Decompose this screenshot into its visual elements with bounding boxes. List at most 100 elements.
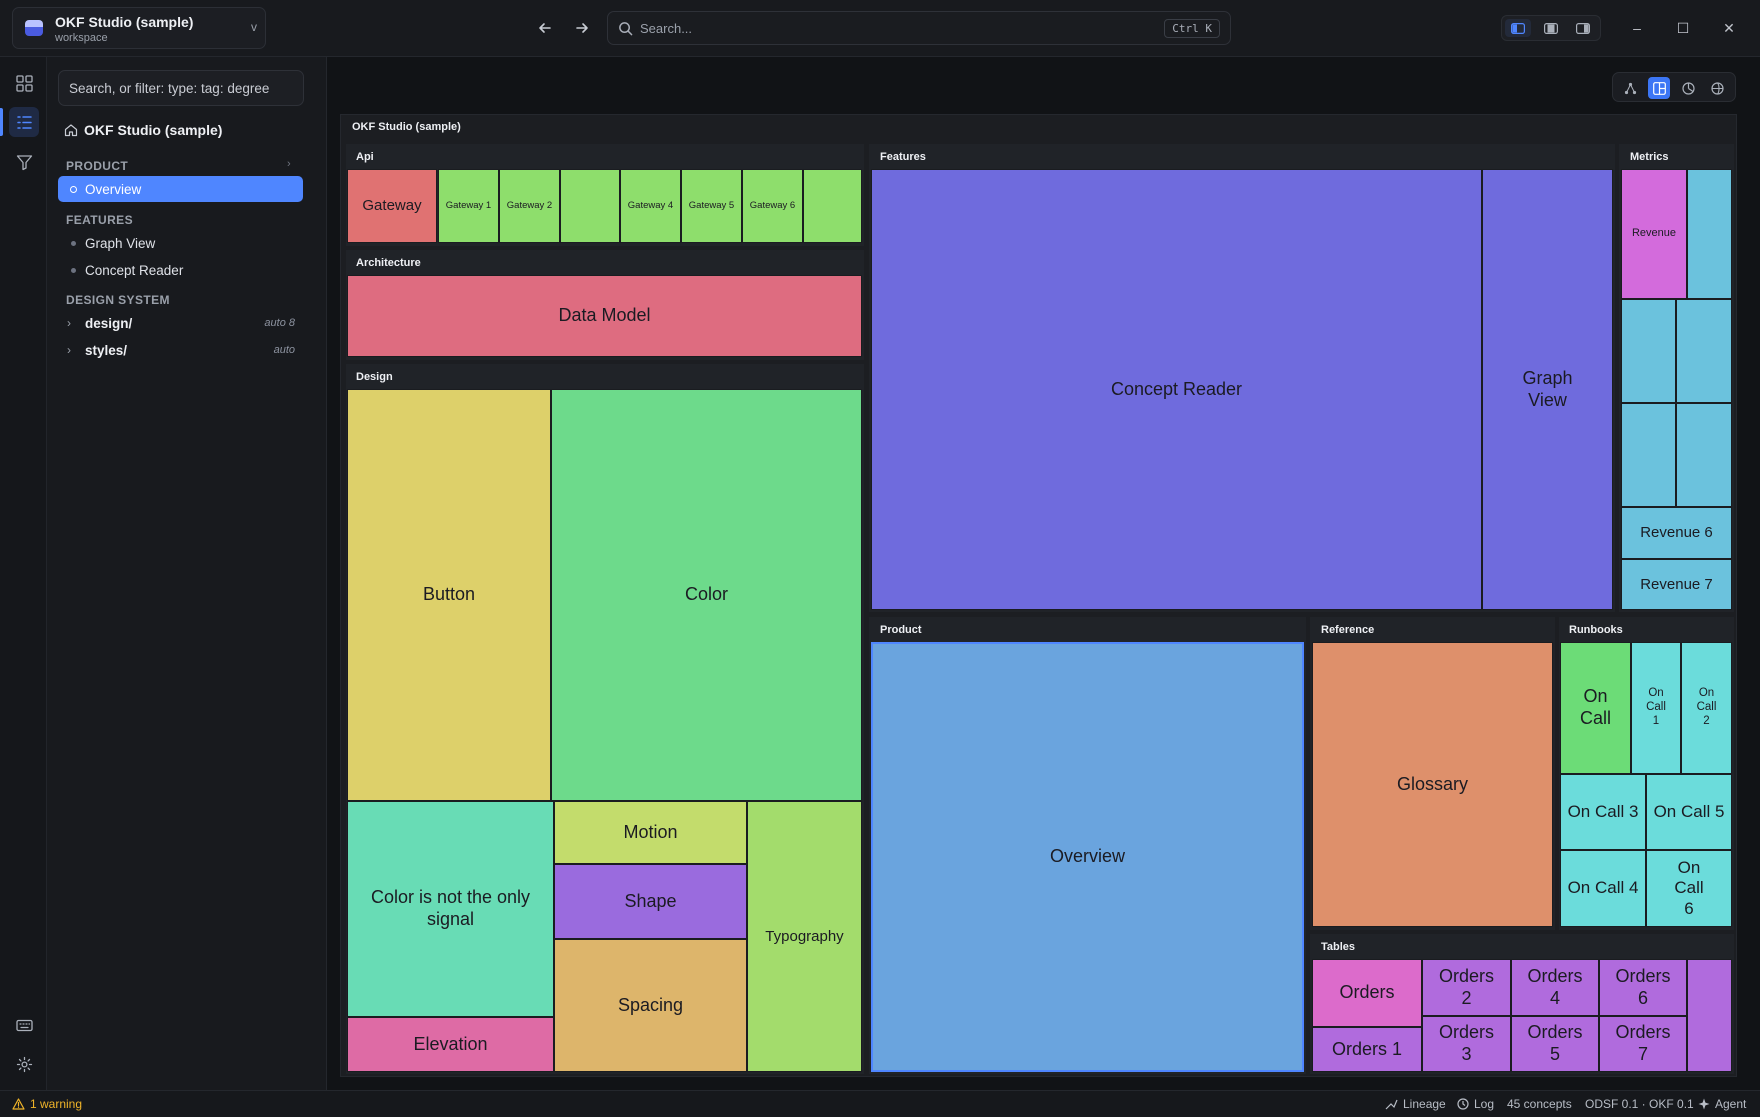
section-design-system[interactable]: DESIGN SYSTEM bbox=[66, 293, 170, 307]
concept-count: 45 concepts bbox=[1507, 1097, 1572, 1111]
lineage-button[interactable]: Lineage bbox=[1385, 1097, 1446, 1111]
dashboard-button[interactable] bbox=[9, 68, 39, 98]
treemap-cell-spacing[interactable]: Spacing bbox=[554, 939, 747, 1072]
treemap-cell-on-call-6[interactable]: On Call 6 bbox=[1646, 850, 1732, 927]
treemap-cell-graph-view[interactable]: Graph View bbox=[1482, 169, 1613, 610]
filter-button[interactable] bbox=[9, 147, 39, 177]
treemap-cell-on-call-5[interactable]: On Call 5 bbox=[1646, 774, 1732, 850]
panel-layout-toggle bbox=[1501, 15, 1601, 41]
treemap-cell-gateway-3[interactable] bbox=[560, 169, 620, 243]
workspace-name: OKF Studio (sample) bbox=[55, 14, 194, 30]
treemap-cell-orders-8[interactable] bbox=[1687, 959, 1732, 1072]
treemap-cell-revenue-4[interactable] bbox=[1621, 403, 1676, 507]
treemap-cell-orders[interactable]: Orders bbox=[1312, 959, 1422, 1027]
treemap-cell-button[interactable]: Button bbox=[347, 389, 551, 801]
treemap-cell-orders-4[interactable]: Orders 4 bbox=[1511, 959, 1599, 1016]
tree-item-concept-reader[interactable]: Concept Reader bbox=[58, 257, 303, 283]
close-button[interactable]: ✕ bbox=[1723, 20, 1735, 36]
treemap-cell-shape[interactable]: Shape bbox=[554, 864, 747, 939]
lineage-label: Lineage bbox=[1403, 1097, 1446, 1111]
treemap-cell-gateway-1[interactable]: Gateway 1 bbox=[438, 169, 499, 243]
group-label-reference: Reference bbox=[1321, 624, 1375, 636]
treemap-cell-motion[interactable]: Motion bbox=[554, 801, 747, 864]
treemap-cell-concept-reader[interactable]: Concept Reader bbox=[871, 169, 1482, 610]
tree-item-overview[interactable]: Overview bbox=[58, 176, 303, 202]
folder-label: styles/ bbox=[85, 342, 128, 358]
treemap-cell-gateway-6[interactable]: Gateway 6 bbox=[742, 169, 803, 243]
settings-icon bbox=[16, 1056, 32, 1072]
left-panel-button[interactable] bbox=[1505, 19, 1531, 37]
treemap-cell-gateway-5[interactable]: Gateway 5 bbox=[681, 169, 742, 243]
back-button[interactable] bbox=[533, 16, 557, 40]
folder-styles[interactable]: › styles/ auto bbox=[58, 337, 303, 363]
treemap-cell-gateway[interactable]: Gateway bbox=[347, 169, 437, 243]
graph-icon bbox=[1624, 82, 1636, 94]
treemap-cell-gateway-4[interactable]: Gateway 4 bbox=[620, 169, 681, 243]
keyboard-button[interactable] bbox=[9, 1010, 39, 1040]
treemap-cell-orders-5[interactable]: Orders 5 bbox=[1511, 1016, 1599, 1072]
globe-view-button[interactable] bbox=[1706, 77, 1728, 99]
treemap-cell-gateway-2[interactable]: Gateway 2 bbox=[499, 169, 560, 243]
maximize-button[interactable]: ☐ bbox=[1676, 20, 1690, 36]
folder-design[interactable]: › design/ auto 8 bbox=[58, 310, 303, 336]
graph-view-button[interactable] bbox=[1619, 77, 1641, 99]
treemap-view-button[interactable] bbox=[1648, 77, 1670, 99]
treemap-cell-on-call-1[interactable]: On Call 1 bbox=[1631, 642, 1681, 774]
group-label-metrics: Metrics bbox=[1630, 151, 1669, 163]
treemap-title: OKF Studio (sample) bbox=[352, 121, 461, 133]
treemap-cell-data-model[interactable]: Data Model bbox=[347, 275, 862, 357]
minimize-button[interactable]: – bbox=[1633, 20, 1641, 36]
global-search[interactable]: Search... Ctrl K bbox=[607, 11, 1231, 45]
treemap-cell-orders-7[interactable]: Orders 7 bbox=[1599, 1016, 1687, 1072]
treemap-cell-on-call-2[interactable]: On Call 2 bbox=[1681, 642, 1732, 774]
workspace-icon bbox=[25, 20, 43, 36]
settings-button[interactable] bbox=[9, 1049, 39, 1079]
right-panel-button[interactable] bbox=[1570, 19, 1596, 37]
tree-item-graph-view[interactable]: Graph View bbox=[58, 230, 303, 256]
clock-icon bbox=[1457, 1098, 1469, 1110]
tree-root[interactable]: OKF Studio (sample) bbox=[64, 119, 222, 141]
treemap-cell-revenue-5[interactable] bbox=[1676, 403, 1732, 507]
treemap-cell-gateway-7[interactable] bbox=[803, 169, 862, 243]
filter-icon bbox=[16, 154, 32, 170]
treemap-cell-orders-2[interactable]: Orders 2 bbox=[1422, 959, 1511, 1016]
treemap-cell-on-call[interactable]: On Call bbox=[1560, 642, 1631, 774]
forward-button[interactable] bbox=[570, 16, 594, 40]
outline-button[interactable] bbox=[9, 107, 39, 137]
treemap-cell-color[interactable]: Color bbox=[551, 389, 862, 801]
treemap-cell-on-call-4[interactable]: On Call 4 bbox=[1560, 850, 1646, 927]
treemap-cell-revenue-1[interactable] bbox=[1687, 169, 1732, 299]
treemap-cell-revenue[interactable]: Revenue bbox=[1621, 169, 1687, 299]
workspace-switcher[interactable]: OKF Studio (sample) workspace v bbox=[12, 7, 266, 49]
agent-button[interactable]: Agent bbox=[1698, 1097, 1746, 1111]
radial-view-button[interactable] bbox=[1677, 77, 1699, 99]
log-button[interactable]: Log bbox=[1457, 1097, 1494, 1111]
keyboard-icon bbox=[15, 1019, 33, 1031]
section-product[interactable]: PRODUCT bbox=[66, 159, 129, 173]
center-panel-button[interactable] bbox=[1538, 19, 1564, 37]
treemap-cell-on-call-3[interactable]: On Call 3 bbox=[1560, 774, 1646, 850]
treemap-cell-color-not-only-signal[interactable]: Color is not the only signal bbox=[347, 801, 554, 1017]
treemap-cell-glossary[interactable]: Glossary bbox=[1312, 642, 1553, 927]
section-features[interactable]: FEATURES bbox=[66, 213, 133, 227]
status-bar: 1 warning Lineage Log 45 concepts ODSF 0… bbox=[0, 1090, 1760, 1117]
sidebar-filter-input[interactable] bbox=[58, 70, 304, 106]
treemap-cell-overview[interactable]: Overview bbox=[871, 642, 1304, 1072]
treemap-cell-revenue-7[interactable]: Revenue 7 bbox=[1621, 559, 1732, 610]
treemap-cell-typography[interactable]: Typography bbox=[747, 801, 862, 1072]
treemap-cell-orders-1[interactable]: Orders 1 bbox=[1312, 1027, 1422, 1072]
warning-indicator[interactable]: 1 warning bbox=[12, 1097, 82, 1111]
center-panel-icon bbox=[1544, 22, 1558, 34]
treemap-cell-revenue-3[interactable] bbox=[1676, 299, 1732, 403]
treemap-cell-revenue-6[interactable]: Revenue 6 bbox=[1621, 507, 1732, 559]
globe-icon bbox=[1710, 81, 1724, 95]
folder-label: design/ bbox=[85, 315, 133, 331]
treemap-cell-revenue-2[interactable] bbox=[1621, 299, 1676, 403]
treemap-cell-orders-3[interactable]: Orders 3 bbox=[1422, 1016, 1511, 1072]
group-label-runbooks: Runbooks bbox=[1569, 624, 1623, 636]
treemap-cell-elevation[interactable]: Elevation bbox=[347, 1017, 554, 1072]
arrow-right-icon bbox=[576, 23, 588, 33]
treemap-cell-orders-6[interactable]: Orders 6 bbox=[1599, 959, 1687, 1016]
chevron-right-icon: › bbox=[67, 316, 71, 330]
lineage-icon bbox=[1385, 1099, 1398, 1110]
